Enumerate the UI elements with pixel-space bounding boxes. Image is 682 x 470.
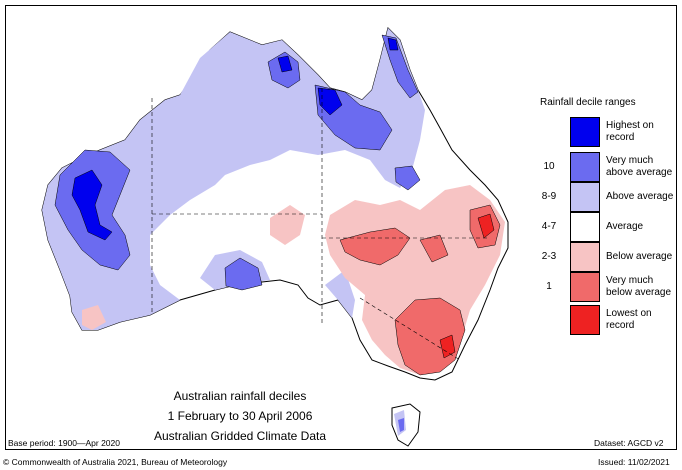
- border-nsw-vic: [359, 297, 461, 361]
- base-period: Base period: 1900—Apr 2020: [8, 438, 120, 448]
- caption-title: Australian rainfall deciles: [173, 389, 307, 403]
- legend-swatch-below: [570, 242, 600, 272]
- legend-label: Above average: [606, 191, 674, 202]
- region-very-much-above-lakeeyre: [224, 257, 263, 291]
- legend-code: 10: [543, 161, 555, 172]
- caption-source: Australian Gridded Climate Data: [153, 429, 327, 443]
- issued-date: Issued: 11/02/2021: [598, 457, 670, 467]
- legend-item-lowest: Lowest on record: [534, 305, 674, 335]
- region-lowest-qld: [477, 213, 495, 239]
- legend-swatch-very-much-below: [570, 272, 600, 302]
- legend-code: 4-7: [541, 221, 557, 232]
- dataset-label: Dataset: AGCD v2: [594, 438, 664, 448]
- region-lowest-east-vic: [439, 334, 456, 359]
- region-below-central: [270, 205, 305, 245]
- region-very-much-above-capeyork: [381, 34, 419, 99]
- caption-date-range: 1 February to 30 April 2006: [167, 409, 313, 423]
- region-below-sw: [82, 305, 106, 330]
- legend-code: 1: [546, 281, 552, 292]
- region-highest-gulf: [317, 87, 343, 116]
- legend-swatch-highest: [570, 117, 600, 147]
- copyright: © Commonwealth of Australia 2021, Bureau…: [3, 457, 228, 467]
- legend-swatch-above: [570, 182, 600, 212]
- region-highest-west: [71, 169, 113, 241]
- legend-item-above: 8-9 Above average: [534, 182, 674, 212]
- legend-item-highest: Highest on record: [534, 117, 674, 147]
- region-highest-capeyork: [387, 37, 399, 51]
- legend-label: Lowest on record: [606, 308, 652, 331]
- legend-code: 8-9: [541, 191, 557, 202]
- legend-label: Average: [606, 221, 644, 232]
- legend-item-average: 4-7 Average: [534, 212, 674, 242]
- region-above-sa: [325, 270, 355, 318]
- legend-item-very-much-above: 10 Very much above average: [534, 152, 674, 182]
- region-very-much-above-east: [394, 165, 421, 191]
- legend-code: 2-3: [541, 251, 557, 262]
- region-highest-topend: [277, 55, 293, 73]
- legend-swatch-very-much-above: [570, 152, 600, 182]
- legend-title: Rainfall decile ranges: [540, 97, 636, 108]
- legend-swatch-average: [570, 212, 600, 242]
- legend-item-below: 2-3 Below average: [534, 242, 674, 272]
- legend-label: Very much below average: [606, 275, 672, 298]
- state-borders: [151, 88, 490, 361]
- legend-label: Very much above average: [606, 155, 673, 178]
- region-very-much-below-nsw-west: [339, 227, 411, 266]
- legend-swatch-lowest: [570, 305, 600, 335]
- region-very-much-above-tasmania: [398, 418, 404, 432]
- legend-item-very-much-below: 1 Very much below average: [534, 272, 674, 302]
- region-very-much-below-nsw-inner: [419, 234, 449, 263]
- legend-label: Highest on record: [606, 120, 654, 143]
- legend-label: Below average: [606, 251, 673, 262]
